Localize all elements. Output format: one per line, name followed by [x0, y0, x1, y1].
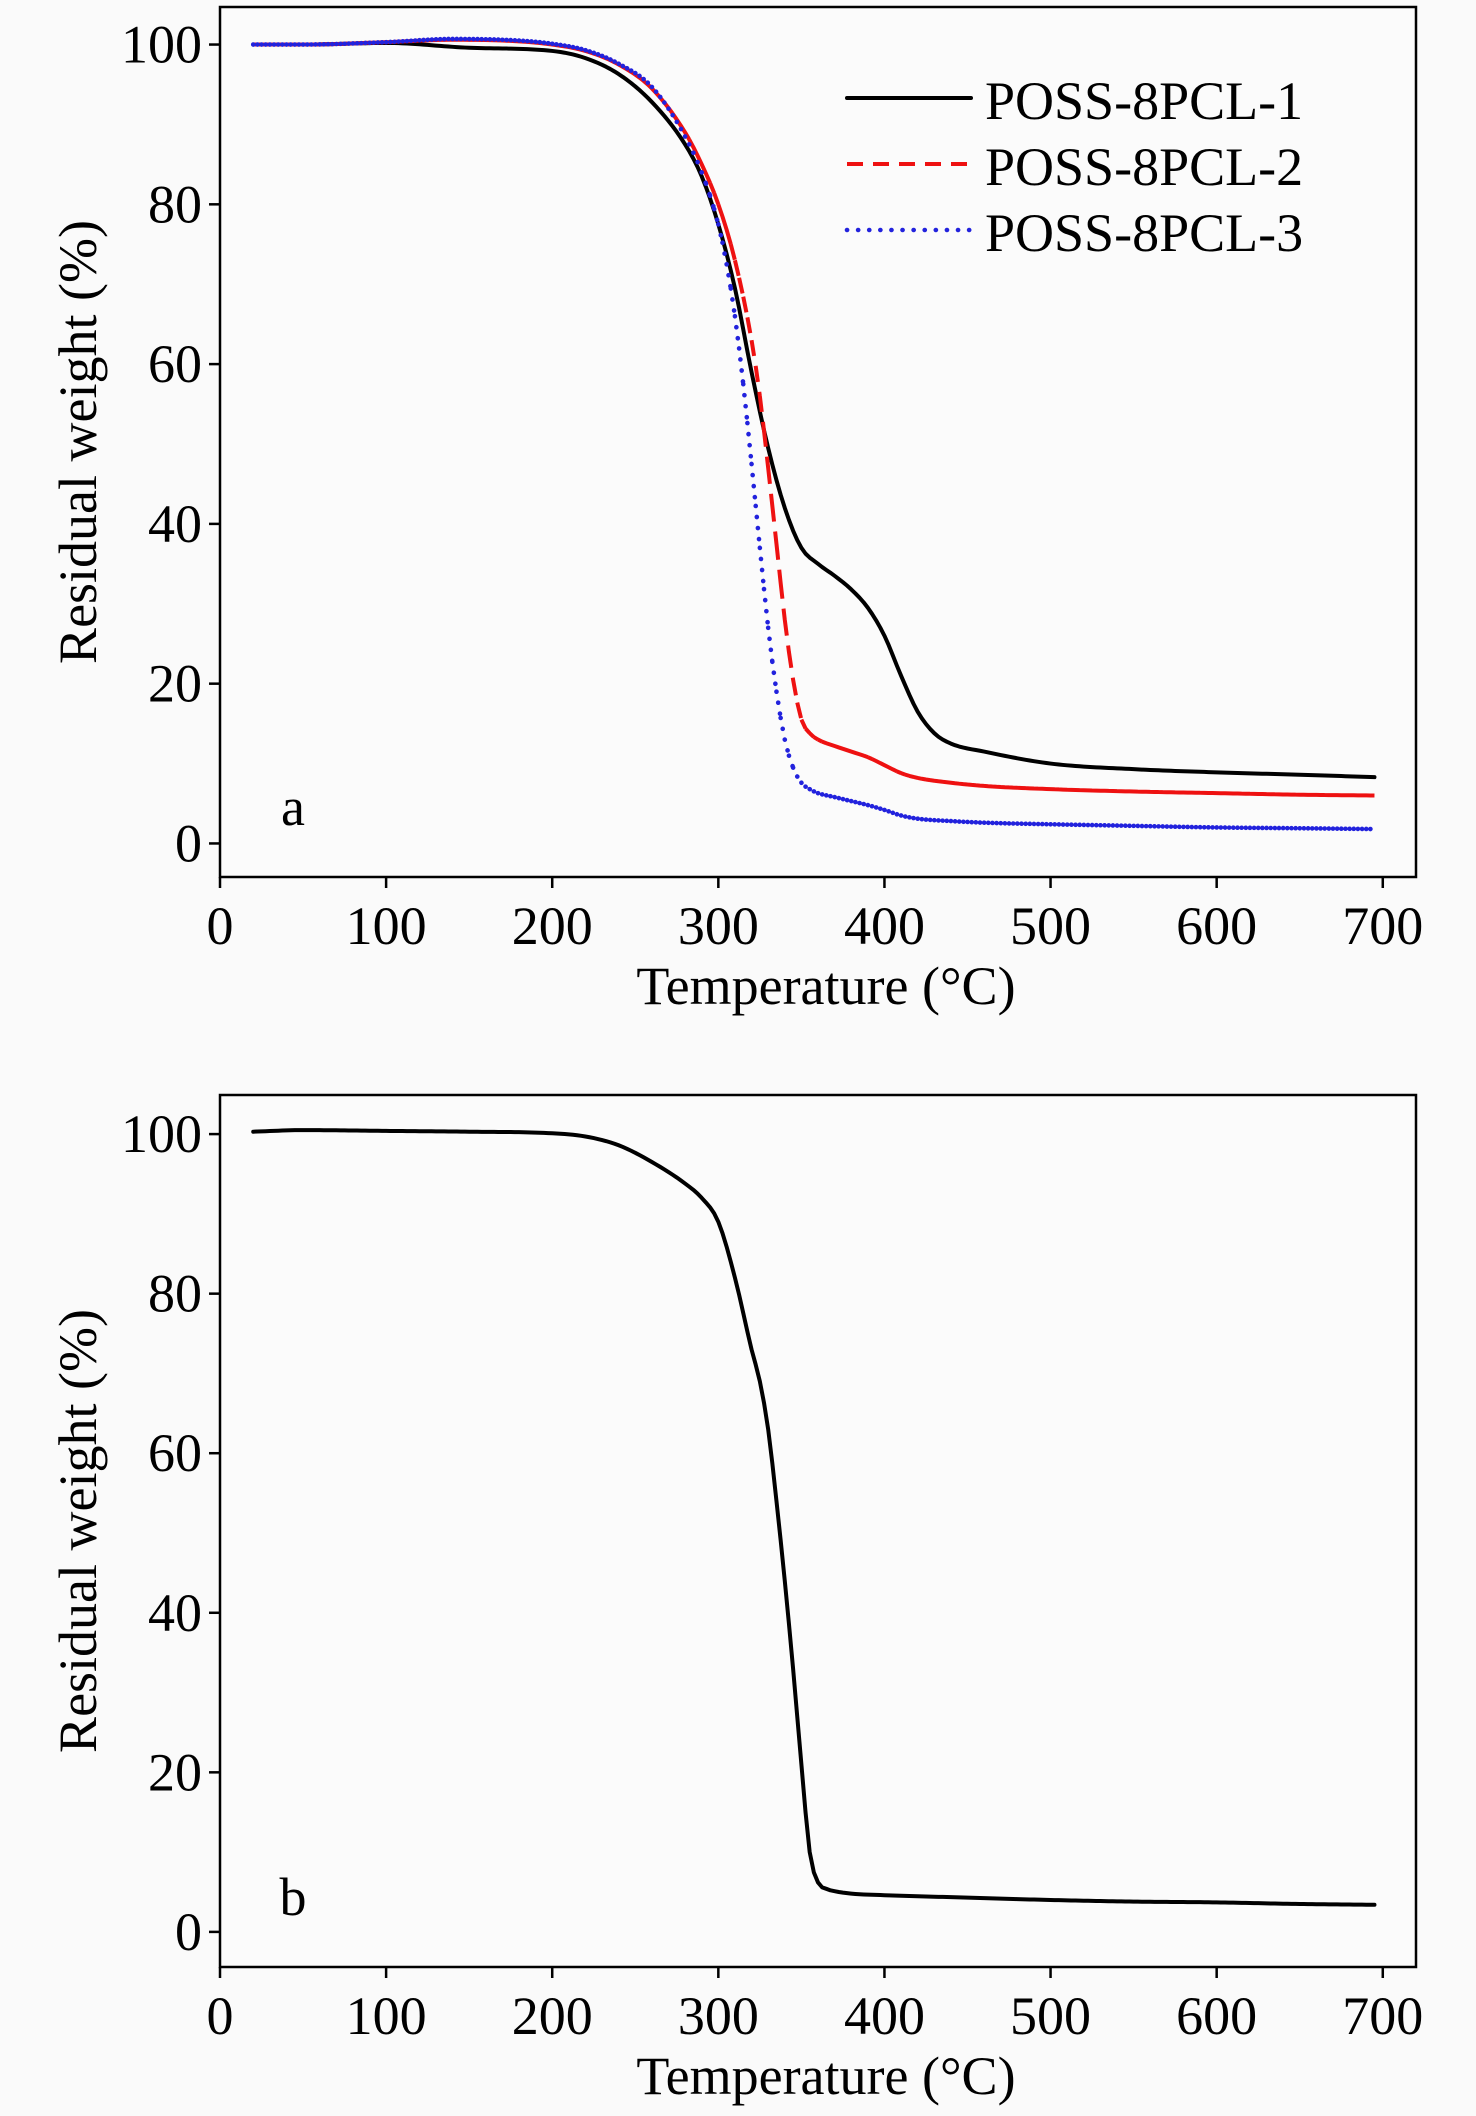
x-tick-label: 300	[678, 1986, 759, 2046]
series-group	[250, 36, 1377, 832]
y-tick-label: 40	[148, 494, 202, 554]
x-tick-label: 600	[1176, 896, 1257, 956]
chart-b: 0 100 200 300 400 500 600 700 0 20 40 60 80 100 Temper…	[48, 1093, 1423, 2106]
x-tick-label: 500	[1010, 896, 1091, 956]
series-line-1	[251, 40, 1377, 780]
plot-frame	[218, 1093, 1418, 1969]
plot-frame	[218, 5, 1418, 879]
x-tick-label: 700	[1342, 1986, 1423, 2046]
series-group	[251, 1128, 1377, 1907]
x-tick-label: 400	[844, 896, 925, 956]
y-tick-label: 60	[148, 1423, 202, 1483]
x-axis-label: Temperature (°C)	[636, 2046, 1015, 2106]
y-tick-label: 100	[121, 15, 202, 75]
panel-label: a	[281, 777, 305, 837]
y-tick-label: 40	[148, 1583, 202, 1643]
x-tick-label: 600	[1176, 1986, 1257, 2046]
x-tick-label: 400	[844, 1986, 925, 2046]
x-tick-label: 0	[207, 896, 234, 956]
y-axis-label: Residual weight (%)	[48, 220, 108, 664]
x-tick-label: 200	[512, 1986, 593, 2046]
y-tick-label: 80	[148, 174, 202, 234]
panel-label: b	[280, 1867, 307, 1927]
y-tick-label: 20	[148, 654, 202, 714]
y-tick-label: 60	[148, 334, 202, 394]
x-tick-label: 200	[512, 896, 593, 956]
x-tick-label: 100	[346, 1986, 427, 2046]
legend-label: POSS-8PCL-1	[985, 71, 1303, 131]
y-tick-label: 0	[175, 813, 202, 873]
y-tick-label: 80	[148, 1264, 202, 1324]
y-tick-label: 0	[175, 1902, 202, 1962]
y-tick-label: 20	[148, 1742, 202, 1802]
y-axis-label: Residual weight (%)	[48, 1309, 108, 1753]
series-line-1	[251, 1128, 1377, 1907]
x-tick-label: 700	[1342, 896, 1423, 956]
x-tick-label: 100	[346, 896, 427, 956]
x-axis-label: Temperature (°C)	[636, 956, 1015, 1016]
legend-label: POSS-8PCL-2	[985, 137, 1303, 197]
x-tick-label: 500	[1010, 1986, 1091, 2046]
x-tick-label: 300	[678, 896, 759, 956]
series-line-3	[250, 36, 1377, 832]
y-tick-label: 100	[121, 1104, 202, 1164]
x-tick-label: 0	[207, 1986, 234, 2046]
legend-label: POSS-8PCL-3	[985, 203, 1303, 263]
chart-a: 0 100 200 300 400 500 600 700 0 20 40 60 80 100 Temper…	[48, 5, 1423, 1016]
